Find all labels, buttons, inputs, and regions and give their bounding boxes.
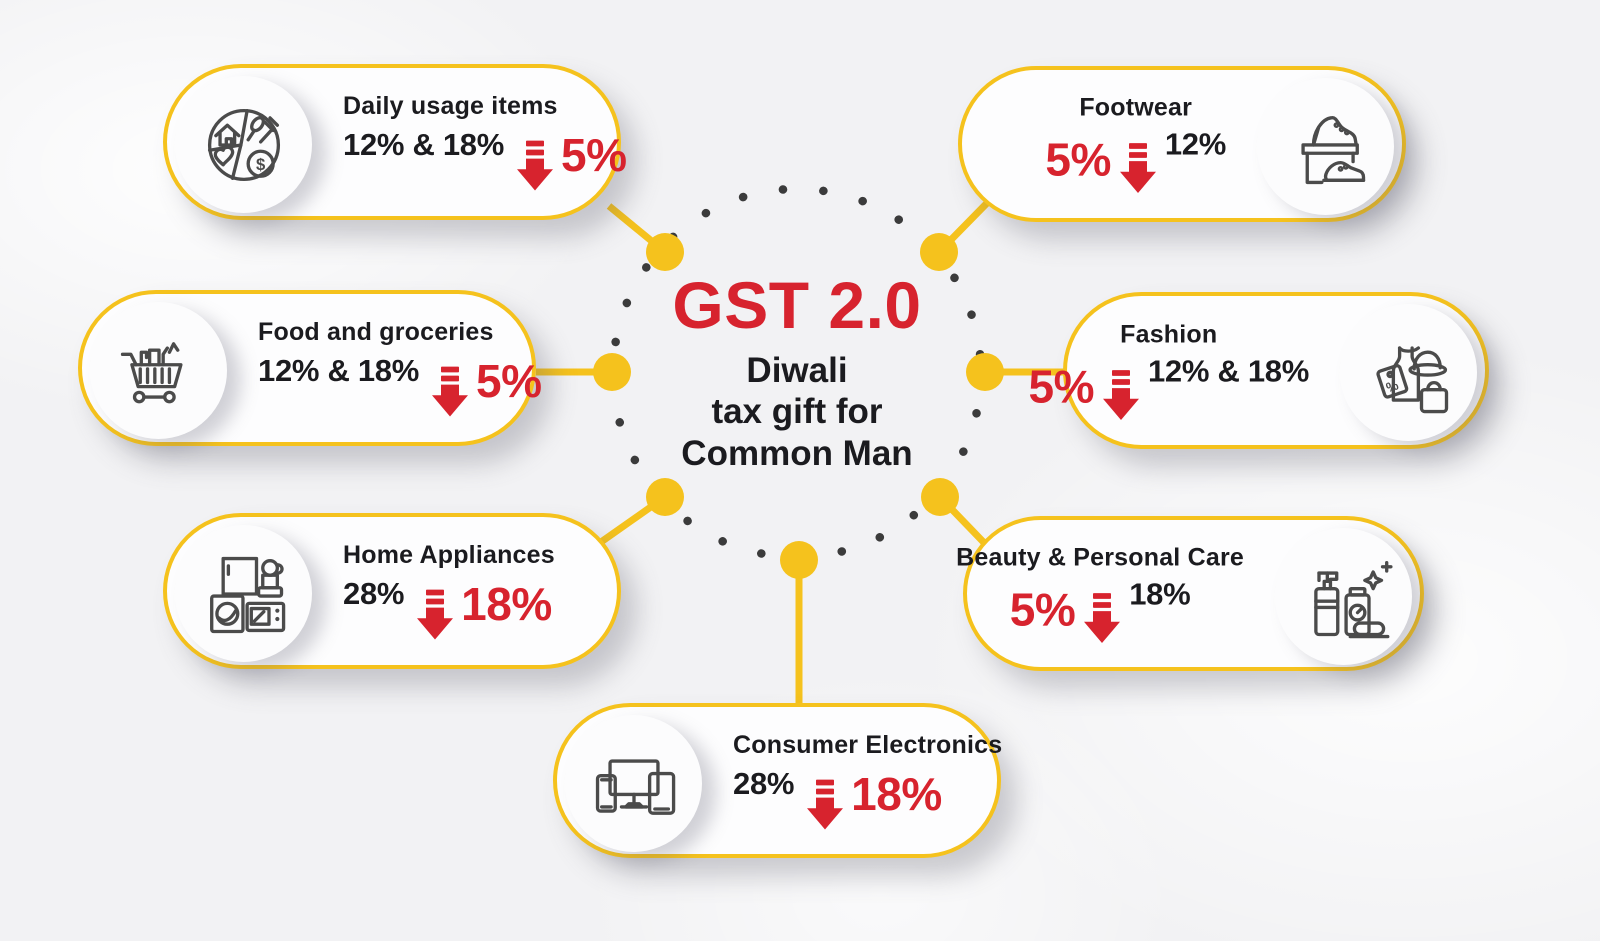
old-rate: 12% & 18% [1147,353,1309,388]
node-beauty [921,478,959,516]
subtitle-line: Diwali [746,351,848,390]
node-fashion [966,353,1004,391]
grocery-cart-icon [90,302,227,439]
down-arrow-icon [1119,143,1156,194]
subtitle: Diwali tax gift for Common Man [597,350,997,474]
rate-change: 5% 12% & 18% [1028,353,1309,421]
main-title: GST 2.0 [672,268,922,342]
home-appliances-icon [175,525,312,662]
category-pill-food-and-groceries: Food and groceries 12% & 18% 5% [78,290,542,446]
old-rate: 12% [1164,126,1226,162]
svg-text:$: $ [256,155,266,174]
old-rate: 28% [733,765,795,801]
category-pill-footwear: Footwear 5% 12% [958,66,1406,222]
new-rate: 5% [1028,360,1095,412]
category-title: Beauty & Personal Care [956,543,1244,571]
old-rate: 12% & 18% [258,353,420,388]
category-pill-daily-usage-items: $ Daily usage items 12% & 18% 5% [163,64,627,220]
category-pill-beauty-personal-care: Beauty & Personal Care 5% 18% [956,516,1424,671]
old-rate: 12% & 18% [343,127,505,162]
rate-change: 12% & 18% 5% [343,125,627,192]
node-footwear [920,233,958,271]
new-rate: 5% [561,129,627,181]
rate-change: 5% 12% [1045,127,1226,195]
old-rate: 28% [343,576,405,611]
down-arrow-icon [417,589,454,640]
category-pill-consumer-electronics: Consumer Electronics 28% 18% [553,703,1003,858]
node-home [646,478,684,516]
new-rate: 18% [461,578,552,630]
rate-change: 5% 18% [1010,576,1191,644]
new-rate: 18% [851,767,942,820]
new-rate: 5% [1045,133,1111,186]
category-title: Food and groceries [258,318,494,346]
old-rate: 18% [1129,576,1191,611]
rate-change: 28% 18% [733,764,942,831]
category-title: Consumer Electronics [733,730,1003,759]
new-rate: 5% [476,355,542,407]
category-title: Home Appliances [343,541,555,569]
down-arrow-icon [1102,369,1139,420]
down-arrow-icon [807,779,844,830]
rate-change: 28% 18% [343,574,552,641]
down-arrow-icon [432,366,469,417]
subtitle-line: Common Man [681,433,913,473]
fashion-icon: % [1340,304,1477,441]
node-electronics [780,541,818,579]
beauty-care-icon [1275,528,1412,665]
down-arrow-icon [517,140,554,191]
daily-essentials-icon: $ [175,76,312,213]
category-pill-home-appliances: Home Appliances 28% 18% [163,513,621,669]
category-pill-fashion: % Fashion 5% 12% & 18% [1029,292,1489,449]
category-title: Footwear [1079,93,1193,122]
down-arrow-icon [1084,592,1121,643]
category-title: Daily usage items [343,92,558,120]
svg-text:%: % [1384,377,1400,395]
center-headline: GST 2.0 Diwali tax gift for Common Man [597,272,997,474]
rate-change: 12% & 18% 5% [258,351,542,418]
footwear-icon [1257,78,1394,215]
new-rate: 5% [1009,583,1076,635]
subtitle-line: tax gift for [711,392,883,432]
node-daily [646,233,684,271]
category-title: Fashion [1120,320,1218,348]
node-food [593,353,631,391]
consumer-electronics-icon [565,715,702,852]
connector-nodes [593,233,1004,579]
